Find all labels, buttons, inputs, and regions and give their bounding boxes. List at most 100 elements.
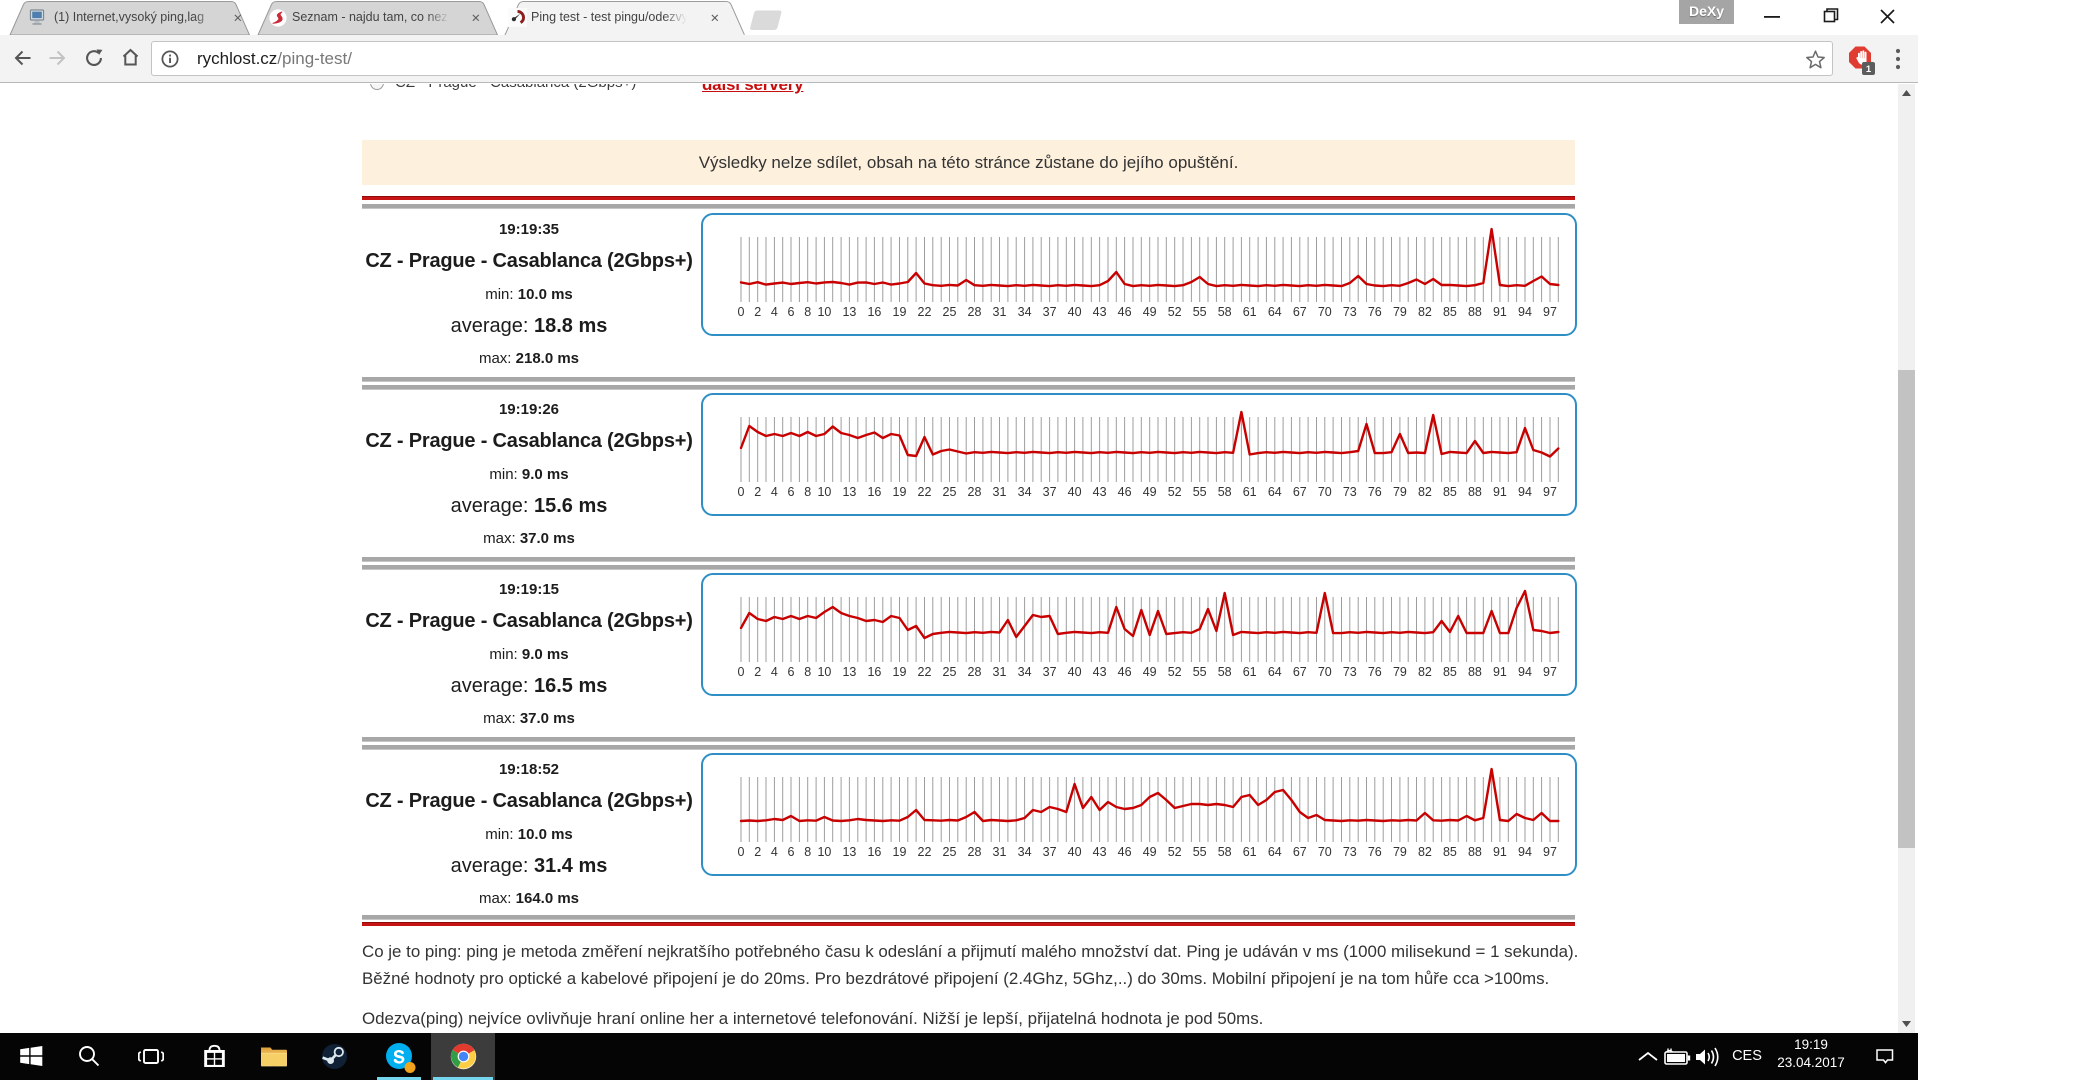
svg-text:2: 2 xyxy=(754,845,761,859)
svg-text:64: 64 xyxy=(1268,485,1282,499)
svg-text:64: 64 xyxy=(1268,665,1282,679)
svg-text:94: 94 xyxy=(1518,485,1532,499)
svg-text:8: 8 xyxy=(804,305,811,319)
svg-text:55: 55 xyxy=(1193,485,1207,499)
svg-text:49: 49 xyxy=(1143,665,1157,679)
svg-text:76: 76 xyxy=(1368,845,1382,859)
svg-text:88: 88 xyxy=(1468,305,1482,319)
svg-text:52: 52 xyxy=(1168,845,1182,859)
svg-text:2: 2 xyxy=(754,665,761,679)
svg-text:58: 58 xyxy=(1218,485,1232,499)
svg-text:46: 46 xyxy=(1118,485,1132,499)
svg-text:79: 79 xyxy=(1393,305,1407,319)
svg-text:94: 94 xyxy=(1518,305,1532,319)
svg-text:22: 22 xyxy=(918,665,932,679)
svg-text:88: 88 xyxy=(1468,665,1482,679)
svg-text:10: 10 xyxy=(817,665,831,679)
svg-text:46: 46 xyxy=(1118,665,1132,679)
svg-text:73: 73 xyxy=(1343,845,1357,859)
svg-text:58: 58 xyxy=(1218,845,1232,859)
svg-text:0: 0 xyxy=(738,845,745,859)
svg-text:34: 34 xyxy=(1018,485,1032,499)
svg-text:37: 37 xyxy=(1043,305,1057,319)
svg-text:61: 61 xyxy=(1243,485,1257,499)
svg-text:67: 67 xyxy=(1293,305,1307,319)
svg-text:28: 28 xyxy=(968,665,982,679)
svg-text:40: 40 xyxy=(1068,845,1082,859)
svg-text:97: 97 xyxy=(1543,665,1557,679)
svg-text:43: 43 xyxy=(1093,665,1107,679)
svg-text:97: 97 xyxy=(1543,845,1557,859)
svg-text:6: 6 xyxy=(788,845,795,859)
svg-text:94: 94 xyxy=(1518,665,1532,679)
svg-text:76: 76 xyxy=(1368,305,1382,319)
svg-text:13: 13 xyxy=(842,845,856,859)
svg-text:28: 28 xyxy=(968,305,982,319)
svg-text:4: 4 xyxy=(771,305,778,319)
svg-text:2: 2 xyxy=(754,485,761,499)
svg-text:25: 25 xyxy=(943,305,957,319)
svg-text:73: 73 xyxy=(1343,305,1357,319)
svg-text:19: 19 xyxy=(893,485,907,499)
svg-text:37: 37 xyxy=(1043,845,1057,859)
svg-text:19: 19 xyxy=(893,845,907,859)
svg-text:10: 10 xyxy=(817,485,831,499)
svg-text:58: 58 xyxy=(1218,305,1232,319)
svg-text:0: 0 xyxy=(738,665,745,679)
svg-text:4: 4 xyxy=(771,845,778,859)
svg-text:82: 82 xyxy=(1418,485,1432,499)
svg-text:91: 91 xyxy=(1493,845,1507,859)
svg-text:70: 70 xyxy=(1318,305,1332,319)
svg-text:76: 76 xyxy=(1368,665,1382,679)
svg-text:55: 55 xyxy=(1193,845,1207,859)
svg-text:40: 40 xyxy=(1068,665,1082,679)
svg-text:6: 6 xyxy=(788,665,795,679)
svg-text:1: 1 xyxy=(1866,64,1872,75)
svg-text:82: 82 xyxy=(1418,845,1432,859)
svg-text:34: 34 xyxy=(1018,305,1032,319)
svg-text:40: 40 xyxy=(1068,485,1082,499)
svg-text:52: 52 xyxy=(1168,305,1182,319)
svg-text:70: 70 xyxy=(1318,665,1332,679)
svg-text:34: 34 xyxy=(1018,845,1032,859)
svg-text:88: 88 xyxy=(1468,845,1482,859)
svg-text:40: 40 xyxy=(1068,305,1082,319)
svg-text:8: 8 xyxy=(804,485,811,499)
svg-text:16: 16 xyxy=(867,305,881,319)
svg-text:43: 43 xyxy=(1093,305,1107,319)
svg-text:19: 19 xyxy=(893,665,907,679)
svg-text:8: 8 xyxy=(804,665,811,679)
svg-text:4: 4 xyxy=(771,665,778,679)
svg-text:16: 16 xyxy=(867,665,881,679)
svg-text:10: 10 xyxy=(817,305,831,319)
svg-text:4: 4 xyxy=(771,485,778,499)
svg-text:64: 64 xyxy=(1268,845,1282,859)
svg-text:43: 43 xyxy=(1093,485,1107,499)
svg-text:67: 67 xyxy=(1293,485,1307,499)
svg-text:82: 82 xyxy=(1418,305,1432,319)
svg-text:58: 58 xyxy=(1218,665,1232,679)
svg-text:97: 97 xyxy=(1543,485,1557,499)
svg-text:16: 16 xyxy=(867,845,881,859)
svg-text:37: 37 xyxy=(1043,665,1057,679)
svg-text:85: 85 xyxy=(1443,845,1457,859)
svg-text:46: 46 xyxy=(1118,305,1132,319)
svg-text:25: 25 xyxy=(943,485,957,499)
svg-text:31: 31 xyxy=(993,845,1007,859)
svg-text:91: 91 xyxy=(1493,305,1507,319)
svg-text:70: 70 xyxy=(1318,845,1332,859)
svg-text:79: 79 xyxy=(1393,665,1407,679)
svg-text:73: 73 xyxy=(1343,485,1357,499)
svg-text:16: 16 xyxy=(867,485,881,499)
svg-text:25: 25 xyxy=(943,665,957,679)
svg-text:2: 2 xyxy=(754,305,761,319)
svg-text:49: 49 xyxy=(1143,305,1157,319)
svg-text:49: 49 xyxy=(1143,845,1157,859)
svg-text:61: 61 xyxy=(1243,845,1257,859)
svg-text:97: 97 xyxy=(1543,305,1557,319)
svg-text:31: 31 xyxy=(993,665,1007,679)
svg-text:85: 85 xyxy=(1443,485,1457,499)
svg-text:55: 55 xyxy=(1193,305,1207,319)
svg-text:13: 13 xyxy=(842,485,856,499)
svg-text:10: 10 xyxy=(817,845,831,859)
